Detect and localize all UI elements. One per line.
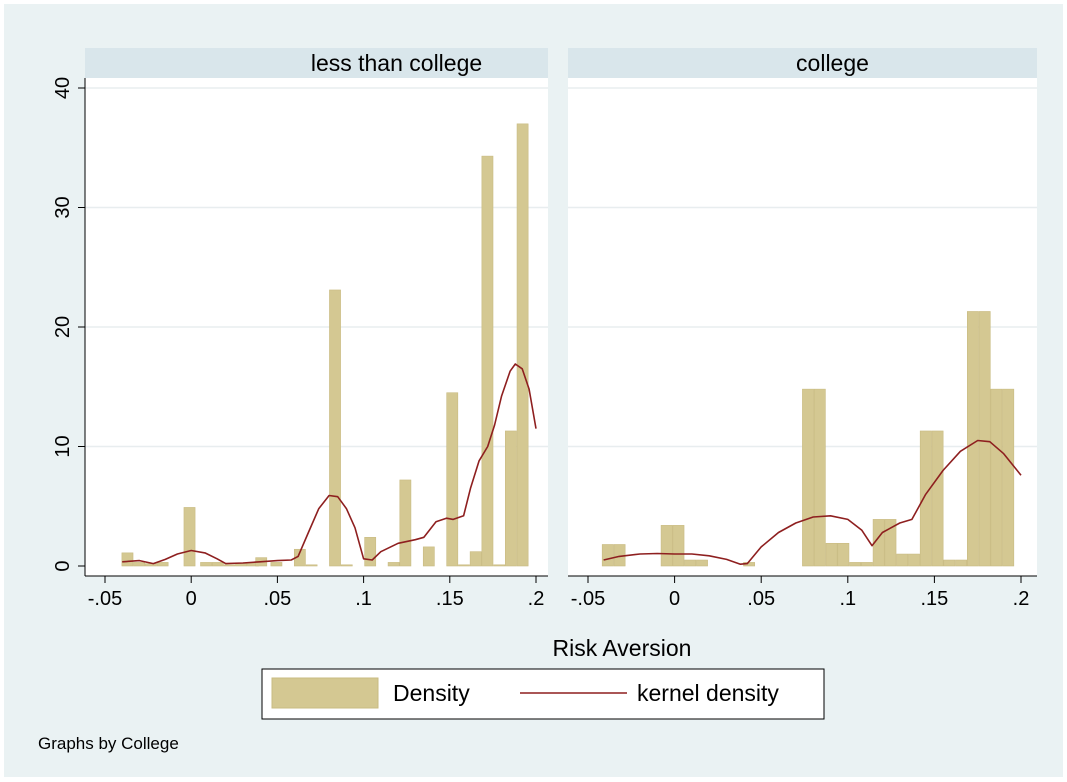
x-tick-label: .2: [1013, 588, 1030, 610]
density-bar: [399, 479, 412, 567]
density-bar: [872, 519, 885, 567]
density-bar: [516, 123, 529, 567]
density-bar: [908, 553, 920, 567]
legend-label-kernel-density: kernel density: [637, 680, 779, 706]
x-tick-label: -.05: [571, 588, 605, 610]
density-bar: [223, 564, 236, 567]
density-bar: [270, 562, 283, 567]
y-tick-label: 30: [52, 196, 74, 218]
density-bar: [493, 564, 506, 567]
panel-1: less than college -.05 0 .05 .1 .15 .2 0 10 20 30 4…: [52, 48, 548, 610]
density-bar: [990, 388, 1003, 567]
density-bar: [896, 553, 909, 567]
density-bar: [943, 559, 956, 567]
panel-strip: [568, 48, 1037, 78]
kernel-density-line: [122, 363, 537, 565]
x-tick-label: .05: [747, 588, 775, 610]
density-bar: [387, 562, 400, 567]
y-tick-label: 10: [52, 435, 74, 457]
legend-swatch-density: [271, 677, 379, 709]
x-tick-label: .05: [263, 588, 291, 610]
density-bar: [978, 311, 991, 567]
density-bar: [884, 519, 897, 567]
density-bar: [505, 430, 517, 567]
panel-2: college -.05 0 .05 .1 .15 .2: [568, 48, 1037, 610]
x-tick-label: .2: [528, 588, 545, 610]
density-bar: [469, 551, 482, 567]
x-axis-label: Risk Aversion: [553, 635, 692, 661]
density-bar: [601, 544, 614, 567]
density-bar: [364, 537, 377, 567]
density-bar: [825, 542, 838, 567]
density-bar: [696, 559, 708, 567]
density-bar: [813, 388, 826, 567]
y-tick-label: 20: [52, 316, 74, 338]
x-tick-label: .15: [436, 588, 464, 610]
density-bar: [1002, 388, 1015, 567]
x-tick-label: .1: [355, 588, 372, 610]
density-bar: [121, 552, 134, 567]
density-bar: [849, 562, 862, 567]
x-tick-label: 0: [669, 588, 680, 610]
chart: less than college -.05 0 .05 .1 .15 .2 0 10 20 30 4…: [38, 48, 1037, 753]
density-bar: [133, 562, 146, 567]
graphs-by-note: Graphs by College: [38, 734, 179, 753]
figure-background: less than college -.05 0 .05 .1 .15 .2 0 10 20 30 4…: [4, 4, 1063, 777]
density-bar: [919, 430, 932, 567]
density-bar: [684, 559, 697, 567]
density-bar: [481, 155, 494, 567]
density-bar: [837, 542, 850, 567]
density-bar: [672, 525, 685, 567]
density-bar: [660, 525, 673, 567]
density-bar: [802, 388, 814, 567]
x-tick-label: 0: [186, 588, 197, 610]
x-tick-label: .1: [839, 588, 856, 610]
kernel-density-line: [603, 439, 1022, 565]
x-tick-label: -.05: [88, 588, 122, 610]
panel-strip: [85, 48, 548, 78]
panels: less than college -.05 0 .05 .1 .15 .2 0 10 20 30 4…: [52, 48, 1037, 610]
density-bar: [156, 562, 169, 567]
y-tick-label: 0: [52, 560, 74, 571]
x-tick-label: .15: [920, 588, 948, 610]
density-bar: [931, 430, 944, 567]
density-bar: [340, 564, 353, 567]
y-tick-label: 40: [52, 77, 74, 99]
density-bar: [955, 559, 968, 567]
density-bar: [967, 311, 979, 567]
density-bar: [446, 392, 459, 567]
density-bar: [200, 562, 212, 567]
density-bar: [422, 546, 435, 567]
density-bar: [305, 564, 318, 567]
density-bar: [183, 507, 196, 567]
density-bar: [861, 562, 873, 567]
density-bar: [211, 562, 224, 567]
density-bar: [458, 564, 470, 567]
panel-title: less than college: [311, 50, 482, 76]
panel-title: college: [796, 50, 869, 76]
legend: Density kernel density: [261, 668, 825, 720]
legend-label-density: Density: [393, 680, 470, 706]
density-bar: [329, 289, 341, 567]
density-bar: [145, 563, 157, 567]
